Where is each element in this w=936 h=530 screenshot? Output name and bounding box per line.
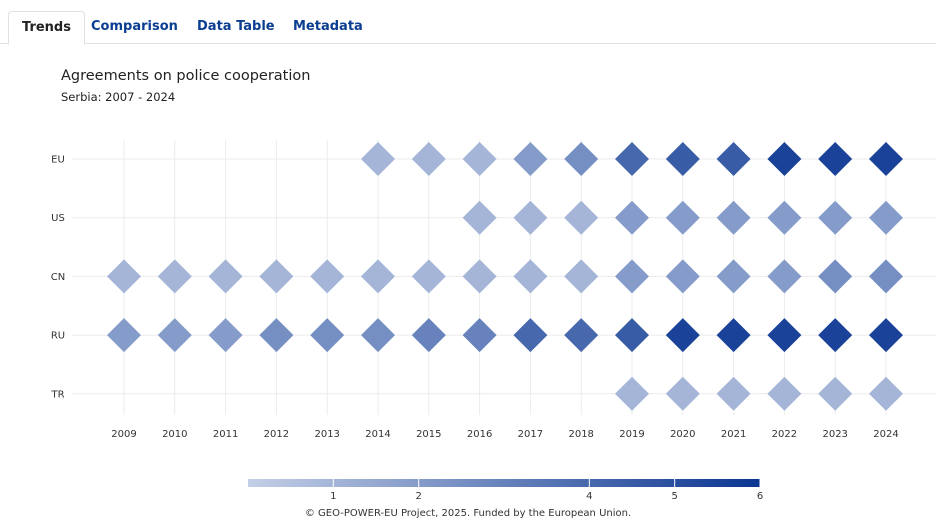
x-tick-label-2014: 2014 <box>365 429 390 440</box>
colorbar-tick-label-6: 6 <box>757 491 763 502</box>
tab-data-table[interactable]: Data Table <box>197 19 275 34</box>
chart-title: Agreements on police cooperation <box>61 68 311 84</box>
diamond-cn-2013 <box>310 259 345 294</box>
tab-metadata[interactable]: Metadata <box>293 19 363 34</box>
data-marks <box>107 142 903 411</box>
diamond-ru-2011 <box>208 318 243 353</box>
x-tick-label-2013: 2013 <box>314 429 339 440</box>
x-tick-label-2012: 2012 <box>264 429 289 440</box>
diamond-cn-2014 <box>361 259 395 294</box>
diamond-ru-2024 <box>869 318 903 353</box>
y-tick-label-ru: RU <box>51 331 65 342</box>
diamond-cn-2021 <box>716 259 751 294</box>
colorbar <box>248 479 760 487</box>
colorbar-tick-label-2: 2 <box>415 491 421 502</box>
tab-trends[interactable]: Trends <box>8 11 85 45</box>
diamond-ru-2012 <box>259 318 294 353</box>
diamond-tr-2024 <box>869 376 903 411</box>
diamond-cn-2023 <box>818 259 853 294</box>
x-tick-label-2017: 2017 <box>518 429 543 440</box>
diamond-cn-2009 <box>107 259 141 294</box>
colorbar-tick-label-5: 5 <box>671 491 677 502</box>
diamond-ru-2018 <box>564 318 599 353</box>
chart-subtitle: Serbia: 2007 - 2024 <box>61 90 176 104</box>
diamond-cn-2015 <box>411 259 446 294</box>
diamond-eu-2014 <box>361 142 395 176</box>
diamond-eu-2015 <box>411 142 446 176</box>
diamond-cn-2018 <box>564 259 599 294</box>
x-tick-label-2011: 2011 <box>213 429 238 440</box>
x-tick-label-2024: 2024 <box>873 429 898 440</box>
x-tick-label-2009: 2009 <box>111 429 136 440</box>
x-axis-labels: 2009 2010 2011 2012 2013 2014 2015 2016 2017 2018… <box>111 429 898 440</box>
x-tick-label-2023: 2023 <box>822 429 847 440</box>
x-tick-label-2019: 2019 <box>619 429 644 440</box>
diamond-cn-2016 <box>462 259 497 294</box>
diamond-eu-2019 <box>615 142 649 176</box>
diamond-ru-2022 <box>767 318 802 353</box>
diamond-cn-2017 <box>513 259 548 294</box>
y-axis-labels: EU US CN RU TR <box>50 155 65 401</box>
x-tick-label-2021: 2021 <box>721 429 746 440</box>
diamond-us-2016 <box>462 200 497 235</box>
diamond-cn-2020 <box>665 259 700 294</box>
diamond-us-2017 <box>513 200 548 235</box>
diamond-us-2018 <box>564 200 599 235</box>
footer-credit: © GEO-POWER-EU Project, 2025. Funded by … <box>304 508 632 519</box>
x-tick-label-2016: 2016 <box>467 429 492 440</box>
diamond-eu-2018 <box>564 142 599 176</box>
diamond-eu-2020 <box>665 142 700 176</box>
diamond-eu-2017 <box>513 142 548 176</box>
diamond-ru-2010 <box>157 318 192 353</box>
x-tick-label-2020: 2020 <box>670 429 695 440</box>
y-tick-label-us: US <box>51 213 65 224</box>
diamond-cn-2024 <box>869 259 903 294</box>
colorbar-tick-label-4: 4 <box>586 491 592 502</box>
tab-bar: Trends Comparison Data Table Metadata <box>0 0 936 45</box>
diamond-eu-2022 <box>767 142 802 176</box>
diamond-eu-2023 <box>818 142 853 176</box>
y-tick-label-cn: CN <box>51 272 65 283</box>
diamond-us-2021 <box>716 200 751 235</box>
x-tick-label-2022: 2022 <box>772 429 797 440</box>
diamond-ru-2014 <box>361 318 395 353</box>
diamond-ru-2023 <box>818 318 853 353</box>
diamond-ru-2013 <box>310 318 345 353</box>
diamond-tr-2022 <box>767 376 802 411</box>
diamond-ru-2016 <box>462 318 497 353</box>
x-tick-label-2010: 2010 <box>162 429 187 440</box>
diamond-tr-2021 <box>716 376 751 411</box>
diamond-tr-2019 <box>615 376 649 411</box>
grid-lines <box>72 140 936 415</box>
diamond-us-2020 <box>665 200 700 235</box>
diamond-cn-2012 <box>259 259 294 294</box>
diamond-ru-2017 <box>513 318 548 353</box>
diamond-us-2019 <box>615 200 649 235</box>
x-tick-label-2015: 2015 <box>416 429 441 440</box>
diamond-eu-2024 <box>869 142 903 176</box>
diamond-cn-2011 <box>208 259 243 294</box>
diamond-cn-2010 <box>157 259 192 294</box>
diamond-us-2022 <box>767 200 802 235</box>
diamond-tr-2023 <box>818 376 853 411</box>
colorbar-tick-label-1: 1 <box>330 491 336 502</box>
diamond-eu-2021 <box>716 142 751 176</box>
diamond-cn-2019 <box>615 259 649 294</box>
tab-comparison[interactable]: Comparison <box>91 19 178 34</box>
diamond-ru-2009 <box>107 318 141 353</box>
diamond-eu-2016 <box>462 142 497 176</box>
colorbar-tick-labels: 1 2 4 5 6 <box>330 479 763 502</box>
diamond-ru-2020 <box>665 318 700 353</box>
diamond-tr-2020 <box>665 376 700 411</box>
diamond-ru-2015 <box>411 318 446 353</box>
diamond-us-2023 <box>818 200 853 235</box>
y-tick-label-eu: EU <box>51 155 65 166</box>
diamond-us-2024 <box>869 200 903 235</box>
diamond-ru-2021 <box>716 318 751 353</box>
diamond-cn-2022 <box>767 259 802 294</box>
y-tick-label-tr: TR <box>50 389 64 400</box>
x-tick-label-2018: 2018 <box>568 429 593 440</box>
diamond-ru-2019 <box>615 318 649 353</box>
